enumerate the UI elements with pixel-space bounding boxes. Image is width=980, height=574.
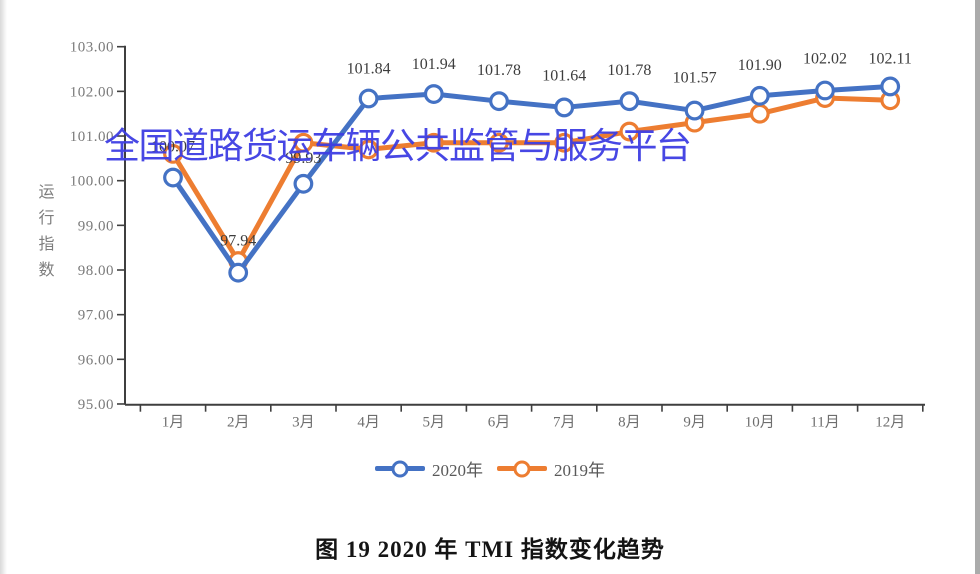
right-edge-border (975, 0, 980, 574)
svg-text:97.00: 97.00 (78, 308, 114, 324)
svg-text:97.94: 97.94 (220, 233, 256, 250)
legend-item-2020: 2020年 (375, 456, 483, 481)
svg-text:101.84: 101.84 (347, 61, 391, 78)
svg-text:103.00: 103.00 (70, 40, 114, 56)
svg-text:10月: 10月 (745, 415, 775, 431)
y-axis-title: 运行指数 (38, 184, 55, 279)
legend-marker-2020-icon (375, 460, 425, 477)
svg-text:101.90: 101.90 (738, 57, 782, 74)
svg-text:101.57: 101.57 (673, 70, 717, 87)
data-labels: 100.07 97.94 99.93 101.84 101.94 101.78 101.64… (151, 50, 912, 249)
svg-text:96.00: 96.00 (78, 352, 114, 368)
svg-text:9月: 9月 (683, 415, 706, 431)
svg-text:101.94: 101.94 (412, 56, 456, 73)
svg-text:102.11: 102.11 (868, 50, 911, 67)
svg-text:98.00: 98.00 (78, 263, 114, 279)
svg-text:5月: 5月 (423, 415, 446, 431)
svg-text:3月: 3月 (292, 415, 315, 431)
series-2019 (163, 88, 901, 271)
chart-legend: 2020年 2019年 (0, 456, 980, 481)
svg-text:101.64: 101.64 (542, 67, 586, 84)
tmi-line-chart: 103.00 102.00 101.00 100.00 99.00 98.00 97.00 9… (70, 40, 925, 431)
svg-text:95.00: 95.00 (78, 397, 114, 413)
svg-text:2月: 2月 (227, 415, 250, 431)
svg-text:102.00: 102.00 (70, 84, 114, 100)
x-axis-ticks: 1月 2月 3月 4月 5月 6月 7月 8月 9月 10月 11月 12月 (139, 404, 924, 431)
figure-caption: 图 19 2020 年 TMI 指数变化趋势 (315, 537, 665, 562)
svg-text:100.07: 100.07 (151, 139, 195, 156)
left-edge-shadow (0, 0, 7, 574)
legend-marker-2019-icon (497, 460, 547, 477)
svg-text:99.93: 99.93 (285, 150, 321, 167)
y-axis-ticks: 103.00 102.00 101.00 100.00 99.00 98.00 97.00 9… (70, 40, 125, 413)
axes (124, 45, 925, 406)
svg-text:8月: 8月 (618, 415, 641, 431)
svg-text:101.78: 101.78 (477, 62, 521, 79)
legend-label-2019: 2019年 (554, 461, 605, 480)
legend-item-2019: 2019年 (497, 456, 605, 481)
svg-text:4月: 4月 (357, 415, 380, 431)
svg-text:11月: 11月 (810, 415, 839, 431)
svg-text:101.78: 101.78 (607, 62, 651, 79)
series-2020 (163, 76, 901, 283)
svg-text:12月: 12月 (875, 415, 905, 431)
svg-text:102.02: 102.02 (803, 50, 847, 67)
svg-text:100.00: 100.00 (70, 174, 114, 190)
svg-text:1月: 1月 (162, 415, 185, 431)
svg-text:101.00: 101.00 (70, 129, 114, 145)
svg-text:6月: 6月 (488, 415, 511, 431)
svg-text:99.00: 99.00 (78, 218, 114, 234)
svg-text:7月: 7月 (553, 415, 576, 431)
legend-label-2020: 2020年 (432, 461, 483, 480)
